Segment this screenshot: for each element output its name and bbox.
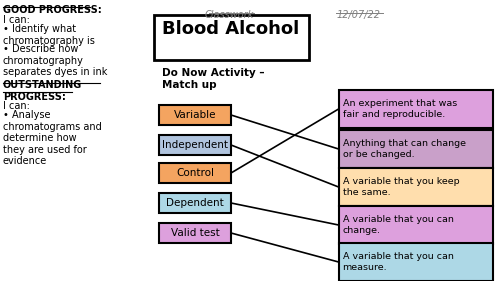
Text: Anything that can change
or be changed.: Anything that can change or be changed.	[342, 139, 466, 159]
Text: GOOD PROGRESS:: GOOD PROGRESS:	[3, 5, 102, 15]
FancyBboxPatch shape	[338, 90, 493, 128]
Text: • Describe how
chromatography
separates dyes in ink: • Describe how chromatography separates …	[3, 44, 108, 77]
Text: An experiment that was
fair and reproducible.: An experiment that was fair and reproduc…	[342, 99, 457, 119]
FancyBboxPatch shape	[338, 168, 493, 206]
FancyBboxPatch shape	[160, 223, 231, 243]
Text: Variable: Variable	[174, 110, 216, 120]
Text: Dependent: Dependent	[166, 198, 224, 208]
Text: Independent: Independent	[162, 140, 228, 150]
FancyBboxPatch shape	[154, 15, 308, 60]
Text: A variable that you can
change.: A variable that you can change.	[342, 215, 454, 235]
Text: A variable that you keep
the same.: A variable that you keep the same.	[342, 177, 459, 197]
Text: • Analyse
chromatograms and
determine how
they are used for
evidence: • Analyse chromatograms and determine ho…	[3, 110, 102, 166]
FancyBboxPatch shape	[160, 105, 231, 125]
Text: Blood Alcohol: Blood Alcohol	[162, 20, 300, 38]
Text: Control: Control	[176, 168, 214, 178]
Text: Classwork: Classwork	[204, 10, 254, 20]
FancyBboxPatch shape	[338, 130, 493, 168]
Text: Do Now Activity –
Match up: Do Now Activity – Match up	[162, 68, 265, 90]
FancyBboxPatch shape	[160, 135, 231, 155]
Text: Valid test: Valid test	[171, 228, 220, 238]
FancyBboxPatch shape	[338, 243, 493, 281]
Text: OUTSTANDING
PROGRESS:: OUTSTANDING PROGRESS:	[3, 80, 82, 102]
Text: • Identify what
chromatography is: • Identify what chromatography is	[3, 24, 95, 46]
FancyBboxPatch shape	[160, 193, 231, 213]
FancyBboxPatch shape	[338, 206, 493, 244]
Text: I can:: I can:	[3, 15, 30, 25]
Text: A variable that you can
measure.: A variable that you can measure.	[342, 252, 454, 272]
FancyBboxPatch shape	[160, 163, 231, 183]
Text: I can:: I can:	[3, 101, 30, 111]
Text: 12/07/22: 12/07/22	[336, 10, 380, 20]
